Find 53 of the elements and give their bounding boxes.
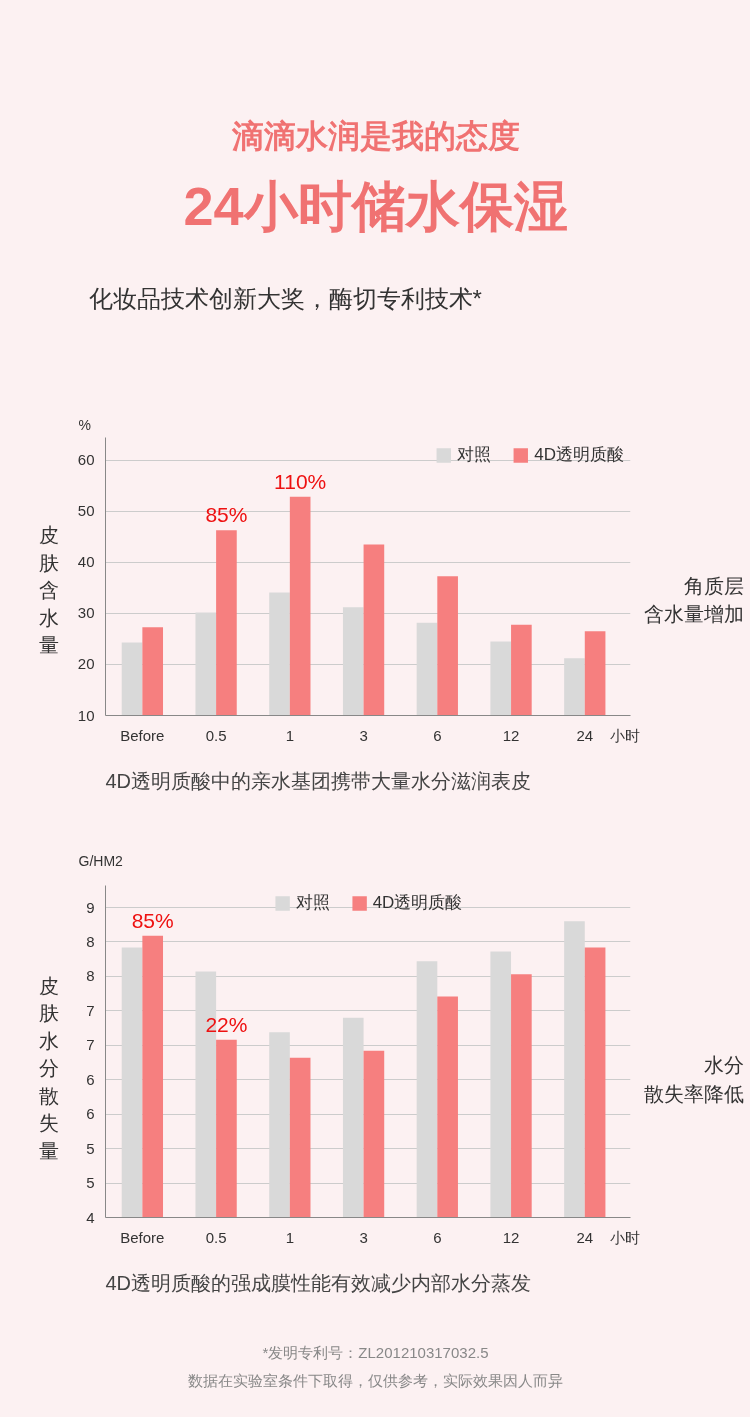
x-tick-label: 24 (576, 1228, 594, 1246)
chart-subtitle: 24小时储水保湿 (183, 175, 568, 236)
y-tick-label: 9 (86, 898, 95, 916)
x-axis-title: 小时 (610, 1228, 641, 1246)
text: 化妆品技术创新大奖，酶切专利技术* (88, 285, 482, 312)
legend-label: 对照 (295, 892, 330, 914)
y-tick-label: 30 (77, 604, 95, 622)
x-tick-label: 1 (285, 726, 295, 744)
text: 4D透明质酸的强成膜性能有效减少内部水分蒸发 (105, 1271, 532, 1294)
text: 水分散失率降低 (643, 1054, 744, 1106)
x-tick-label: 6 (433, 1228, 442, 1246)
y-tick-label: 50 (77, 502, 95, 520)
text: *发明专利号：ZL201210317032.5 (262, 1344, 489, 1361)
x-tick-label: 6 (433, 726, 442, 744)
text: % (78, 416, 91, 433)
legend-label: 4D透明质酸 (534, 444, 624, 466)
y-tick-label: 5 (86, 1139, 95, 1157)
y-tick-label: 6 (86, 1070, 95, 1088)
x-tick-label: 0.5 (205, 726, 227, 744)
y-tick-label: 6 (86, 1105, 95, 1123)
annotation: 22% (205, 1012, 248, 1036)
text: 数据在实验室条件下取得，仅供参考，实际效果因人而异 (188, 1372, 563, 1389)
y-axis-title: 皮肤水分散失量 (39, 974, 60, 1162)
y-tick-label: 5 (86, 1174, 95, 1192)
x-tick-label: 12 (502, 726, 520, 744)
annotation: 110% (274, 469, 327, 493)
x-tick-label: 12 (502, 1228, 520, 1246)
y-tick-label: 10 (77, 706, 95, 724)
x-tick-label: 3 (359, 726, 368, 744)
x-tick-label: Before (120, 726, 165, 744)
x-axis-title: 小时 (610, 726, 641, 744)
legend-label: 对照 (457, 444, 492, 466)
annotation: 85% (205, 503, 248, 527)
y-tick-label: 60 (77, 451, 95, 469)
y-tick-label: 20 (77, 655, 95, 673)
x-tick-label: 3 (359, 1228, 368, 1246)
text: G/HM2 (78, 852, 124, 869)
y-tick-label: 7 (86, 1036, 95, 1054)
legend-label: 4D透明质酸 (372, 892, 463, 914)
y-tick-label: 8 (86, 932, 95, 950)
y-tick-label: 7 (86, 1001, 95, 1019)
annotation: 85% (131, 908, 174, 932)
text: 角质层含水量增加 (643, 574, 744, 626)
x-tick-label: 0.5 (205, 1228, 227, 1246)
chart-title: 滴滴水润是我的态度 (230, 117, 520, 154)
x-tick-label: 1 (285, 1228, 295, 1246)
y-tick-label: 40 (77, 553, 95, 571)
y-tick-label: 4 (86, 1208, 95, 1226)
text: 4D透明质酸中的亲水基团携带大量水分滋润表皮 (105, 769, 532, 792)
x-tick-label: Before (120, 1228, 165, 1246)
x-tick-label: 24 (576, 726, 594, 744)
y-tick-label: 8 (86, 967, 95, 985)
y-axis-title: 皮肤含水量 (39, 524, 60, 657)
